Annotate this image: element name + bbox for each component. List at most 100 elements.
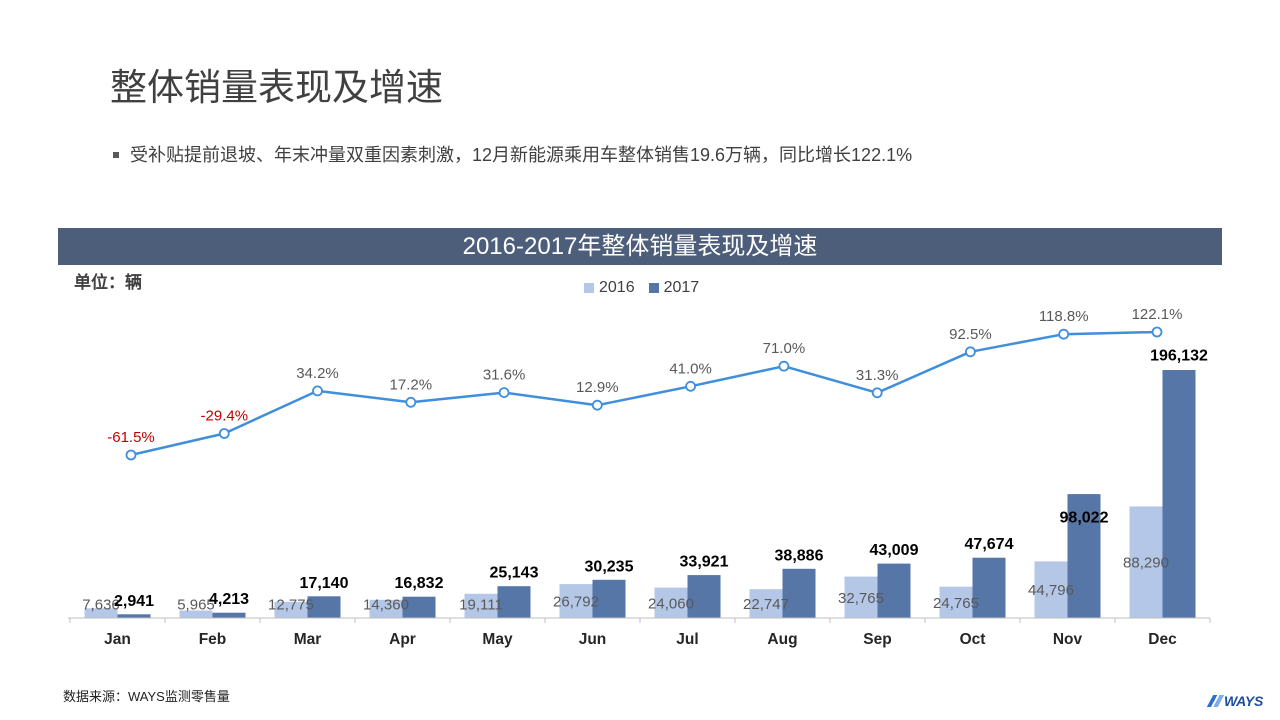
bar-2016-dec xyxy=(1129,506,1163,618)
growth-rate-point-sep xyxy=(871,387,883,399)
bullet-point: 受补贴提前退坡、年末冲量双重因素刺激，12月新能源乘用车整体销售19.6万辆，同… xyxy=(113,143,1113,167)
growth-rate-label-feb: -29.4% xyxy=(201,408,249,425)
growth-rate-label-nov: 118.8% xyxy=(1039,308,1089,325)
legend-swatch-2017 xyxy=(648,283,659,293)
growth-rate-point-jan xyxy=(125,449,137,461)
data-label-2016-feb: 5,965 xyxy=(177,597,215,614)
growth-rate-point-feb xyxy=(218,428,230,439)
growth-rate-label-jan: -61.5% xyxy=(107,429,155,446)
bar-2016-jul xyxy=(654,587,688,618)
growth-rate-label-jul: 41.0% xyxy=(669,360,712,377)
growth-rate-point-may xyxy=(498,387,510,399)
bar-2017-may xyxy=(497,586,531,618)
slide-title: 整体销量表现及增速 xyxy=(110,67,443,108)
x-tick-label-apr: Apr xyxy=(389,631,416,648)
growth-rate-label-dec: 122.1% xyxy=(1132,306,1183,323)
x-tick-label-aug: Aug xyxy=(767,631,797,648)
chart-legend: 2016 2017 xyxy=(584,277,699,299)
x-tick-label-jun: Jun xyxy=(579,631,607,648)
data-source-note: 数据来源：WAYS监测零售量 xyxy=(63,689,230,704)
logo-text: WAYS xyxy=(1224,693,1263,709)
data-label-2017-jan: 2,941 xyxy=(114,593,154,610)
data-label-2016-may: 19,111 xyxy=(459,597,503,614)
legend-item-2017: 2017 xyxy=(648,279,700,297)
data-label-2017-mar: 17,140 xyxy=(300,575,349,592)
bar-2017-feb xyxy=(212,612,246,618)
bar-2017-dec xyxy=(1162,370,1196,618)
growth-rate-label-aug: 71.0% xyxy=(763,340,806,357)
data-label-2017-jul: 33,921 xyxy=(680,554,729,571)
x-tick-label-jul: Jul xyxy=(676,631,698,648)
bar-2016-aug xyxy=(749,589,783,618)
bullet-text: 受补贴提前退坡、年末冲量双重因素刺激，12月新能源乘用车整体销售19.6万辆，同… xyxy=(130,145,913,165)
x-tick-label-sep: Sep xyxy=(863,631,891,648)
data-label-2016-jun: 26,792 xyxy=(553,594,599,611)
growth-rate-label-mar: 34.2% xyxy=(296,365,339,382)
growth-rate-point-aug xyxy=(778,360,790,372)
growth-rate-label-jun: 12.9% xyxy=(576,379,619,396)
legend-item-2016: 2016 xyxy=(584,279,635,297)
x-tick-label-feb: Feb xyxy=(199,631,227,648)
growth-rate-label-apr: 17.2% xyxy=(390,376,433,393)
data-label-2017-apr: 16,832 xyxy=(395,575,444,592)
data-label-2016-nov: 44,796 xyxy=(1028,582,1074,599)
x-tick-label-may: May xyxy=(482,631,513,648)
x-tick-label-dec: Dec xyxy=(1148,631,1177,648)
bar-2017-jul xyxy=(687,575,721,618)
growth-rate-point-jul xyxy=(685,380,696,392)
chart-title: 2016-2017年整体销量表现及增速 xyxy=(462,233,818,260)
chart-header-bar: 2016-2017年整体销量表现及增速 xyxy=(58,228,1222,265)
bar-2017-aug xyxy=(782,568,816,618)
growth-rate-point-oct xyxy=(965,346,976,358)
legend-label-2017: 2017 xyxy=(663,279,700,296)
bar-2016-apr xyxy=(369,599,403,618)
bar-2017-jan xyxy=(117,614,151,618)
growth-rate-point-apr xyxy=(405,396,417,408)
data-label-2017-may: 25,143 xyxy=(490,565,539,582)
x-tick-label-nov: Nov xyxy=(1053,631,1083,648)
data-label-2017-nov: 98,022 xyxy=(1060,510,1109,527)
data-label-2017-oct: 47,674 xyxy=(965,536,1014,553)
bar-2016-jun xyxy=(559,584,593,618)
bar-2016-jan xyxy=(84,608,118,618)
growth-rate-label-sep: 31.3% xyxy=(856,367,899,384)
bar-2017-oct xyxy=(972,557,1006,618)
x-tick-label-oct: Oct xyxy=(960,631,986,648)
data-label-2017-dec: 196,132 xyxy=(1150,348,1208,365)
growth-rate-point-dec xyxy=(1151,326,1163,338)
data-label-2017-feb: 4,213 xyxy=(209,591,249,608)
bar-2017-jun xyxy=(592,579,626,618)
unit-label: 单位：辆 xyxy=(74,273,142,292)
bar-2016-mar xyxy=(274,601,308,618)
bar-2016-sep xyxy=(844,576,878,618)
data-label-2017-jun: 30,235 xyxy=(585,558,634,575)
growth-rate-point-jun xyxy=(591,399,603,411)
bar-2016-may xyxy=(464,593,498,618)
bar-2017-mar xyxy=(307,596,341,618)
legend-swatch-2016 xyxy=(584,283,594,293)
data-label-2016-oct: 24,765 xyxy=(933,595,979,612)
data-label-2016-aug: 22,747 xyxy=(743,596,789,613)
growth-rate-point-mar xyxy=(312,385,323,397)
data-label-2017-aug: 38,886 xyxy=(775,547,824,564)
data-label-2016-dec: 88,290 xyxy=(1123,555,1169,572)
growth-rate-label-oct: 92.5% xyxy=(949,326,992,343)
x-tick-label-mar: Mar xyxy=(294,631,322,648)
data-label-2017-sep: 43,009 xyxy=(870,542,919,559)
data-label-2016-jan: 7,636 xyxy=(82,597,120,614)
bullet-square-icon xyxy=(113,152,119,158)
data-label-2016-apr: 14,360 xyxy=(363,597,409,614)
data-label-2016-jul: 24,060 xyxy=(648,595,694,612)
bar-2016-oct xyxy=(939,586,973,618)
x-tick-label-jan: Jan xyxy=(104,631,131,648)
growth-rate-point-nov xyxy=(1058,328,1070,340)
bar-2016-nov xyxy=(1034,561,1068,618)
ways-logo: WAYS xyxy=(1206,691,1263,711)
bar-2017-apr xyxy=(402,596,436,618)
data-label-2016-sep: 32,765 xyxy=(838,590,884,607)
growth-rate-line xyxy=(130,330,1158,457)
bar-2017-sep xyxy=(877,563,911,618)
growth-rate-label-may: 31.6% xyxy=(483,367,526,384)
legend-label-2016: 2016 xyxy=(599,279,635,296)
